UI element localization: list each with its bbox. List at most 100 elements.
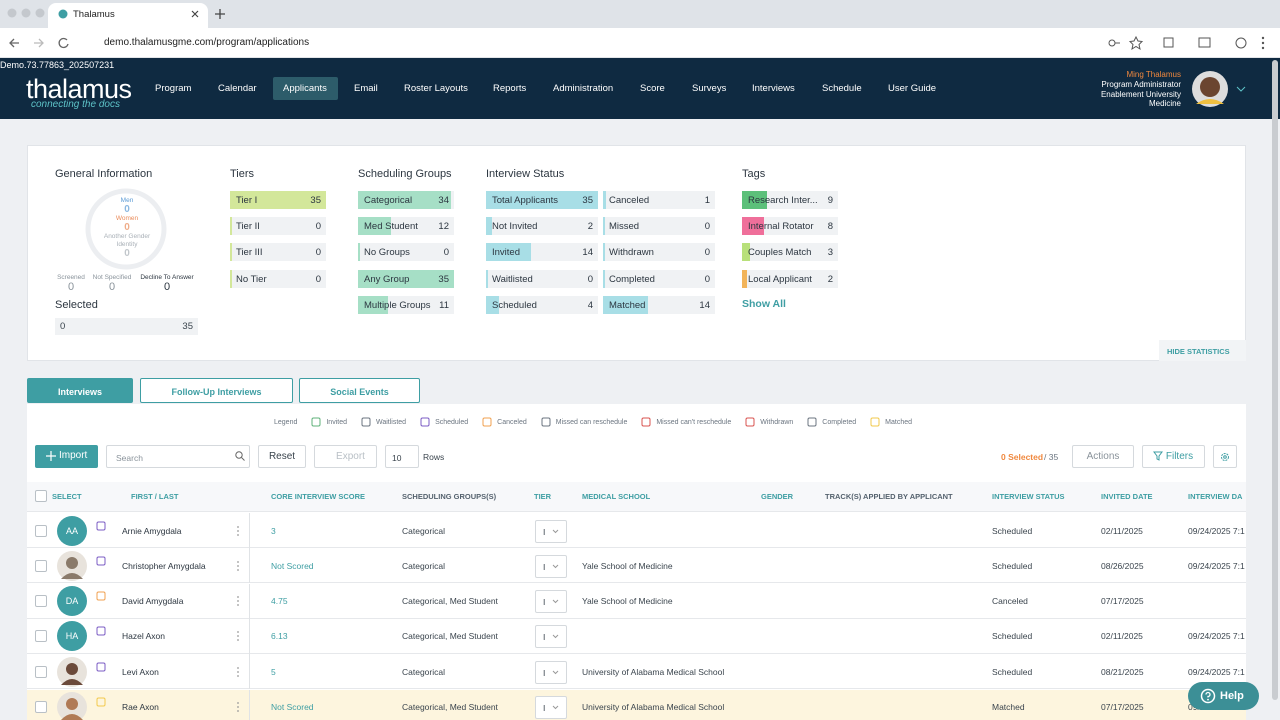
nav-buttons[interactable] [8, 36, 72, 50]
stat-label[interactable]: Tier I [236, 195, 258, 206]
column-header[interactable]: MEDICAL SCHOOL [582, 492, 651, 501]
filters-button[interactable]: Filters [1142, 445, 1205, 468]
applicant-name[interactable]: Levi Axon [122, 666, 159, 677]
stat-label[interactable]: Total Applicants [492, 195, 559, 206]
nav-item[interactable]: Surveys [692, 83, 727, 94]
score[interactable]: 3 [271, 525, 276, 536]
actions-button[interactable]: Actions [1072, 445, 1134, 468]
url[interactable]: demo.thalamusgme.com/program/application… [104, 37, 310, 48]
nav-item[interactable]: Score [640, 83, 665, 94]
stat-label[interactable]: Matched [609, 299, 646, 311]
row-checkbox[interactable] [35, 630, 47, 643]
logo[interactable]: thalamus [26, 74, 132, 104]
column-header[interactable]: INTERVIEW STATUS [992, 492, 1065, 501]
row-checkbox[interactable] [35, 701, 47, 713]
tier-select[interactable]: I [535, 660, 567, 684]
show-all-link[interactable]: Show All [742, 298, 786, 310]
score[interactable]: Not Scored [271, 702, 314, 712]
score[interactable]: 4.75 [271, 596, 288, 607]
scrollbar[interactable] [1272, 60, 1278, 700]
header-checkbox[interactable] [35, 490, 47, 502]
stat-label[interactable]: Couples Match [748, 247, 812, 259]
column-header[interactable]: FIRST / LAST [131, 492, 179, 501]
nav-item[interactable]: User Guide [888, 83, 937, 94]
row-checkbox[interactable] [35, 524, 47, 537]
nav-item[interactable]: Program [155, 83, 192, 94]
stat-row-bg [603, 269, 715, 288]
column-header[interactable]: SELECT [52, 492, 82, 501]
stat-label[interactable]: Withdrawn [609, 247, 654, 259]
nav-item[interactable]: Reports [493, 83, 527, 94]
stat-label[interactable]: Research Inter... [748, 195, 818, 206]
column-header[interactable]: INVITED DATE [1101, 492, 1153, 501]
user-avatar[interactable] [1191, 70, 1231, 110]
stat-label[interactable]: No Groups [364, 247, 410, 259]
settings-button[interactable] [1213, 445, 1237, 468]
invited-date: 07/17/2025 [1101, 596, 1144, 607]
column-header[interactable]: TIER [534, 492, 552, 501]
tier-select[interactable]: I [535, 519, 567, 543]
nav-item[interactable]: Calendar [218, 83, 257, 94]
nav-item[interactable]: Email [354, 83, 378, 94]
stat-label[interactable]: Not Invited [492, 221, 538, 233]
column-header[interactable]: GENDER [761, 492, 794, 501]
tab[interactable]: Interviews [27, 378, 133, 403]
avatar-initials: DA [57, 586, 87, 617]
new-tab[interactable] [214, 8, 226, 20]
stat-label[interactable]: Canceled [609, 195, 650, 206]
score[interactable]: 5 [271, 666, 276, 677]
nav-item[interactable]: Applicants [283, 83, 327, 94]
stat-label[interactable]: No Tier [236, 273, 267, 285]
tier-select[interactable]: I [535, 554, 567, 578]
hide-statistics-button[interactable]: HIDE STATISTICS [1159, 340, 1246, 361]
tab[interactable]: Social Events [299, 378, 420, 403]
invited-date: 08/21/2025 [1101, 666, 1144, 677]
score[interactable]: Not Scored [271, 560, 314, 571]
stat-label[interactable]: Tier II [236, 221, 260, 233]
tier-select[interactable]: I [535, 696, 567, 719]
import-button[interactable]: Import [35, 445, 98, 468]
stat-label[interactable]: Scheduled [492, 299, 537, 311]
rows-select[interactable]: 10 [385, 445, 419, 468]
reset-button[interactable]: Reset [258, 445, 306, 468]
stat-label[interactable]: Missed [609, 221, 640, 233]
row-checkbox[interactable] [35, 595, 47, 608]
stat-label[interactable]: Invited [492, 247, 520, 259]
score[interactable]: 6.13 [271, 631, 288, 642]
column-header[interactable]: SCHEDULING GROUPS(S) [402, 492, 497, 501]
nav-item[interactable]: Roster Layouts [404, 83, 468, 94]
applicant-name[interactable]: Hazel Axon [122, 631, 165, 642]
nav-item[interactable]: Administration [553, 83, 614, 94]
stat-label[interactable]: Completed [609, 273, 655, 285]
applicant-name[interactable]: Christopher Amygdala [122, 560, 206, 571]
tier-select[interactable]: I [535, 590, 567, 614]
tier-select[interactable]: I [535, 625, 567, 649]
search-input[interactable]: Search [106, 445, 250, 468]
nav-item[interactable]: Schedule [822, 83, 862, 94]
stat-label[interactable]: Tier III [236, 247, 263, 259]
column-divider [249, 654, 250, 690]
applicant-name[interactable]: David Amygdala [122, 596, 184, 607]
applicant-name[interactable]: Rae Axon [122, 702, 159, 712]
row-checkbox[interactable] [35, 665, 47, 678]
column-header[interactable]: INTERVIEW DA [1188, 492, 1243, 501]
help-button[interactable]: Help [1188, 682, 1259, 710]
browser-tab[interactable] [48, 3, 208, 28]
stat-label[interactable]: Multiple Groups [364, 299, 431, 311]
app-header [0, 58, 1280, 119]
stat-label[interactable]: Internal Rotator [748, 221, 814, 233]
stat-label[interactable]: Waitlisted [492, 273, 533, 285]
export-button[interactable]: Export [314, 445, 377, 468]
stat-label[interactable]: Med Student [364, 221, 418, 233]
tab-close[interactable] [190, 9, 200, 19]
applicant-name[interactable]: Arnie Amygdala [122, 525, 182, 536]
column-header[interactable]: TRACK(S) APPLIED BY APPLICANT [825, 492, 953, 501]
stat-label[interactable]: Any Group [364, 273, 410, 285]
nav-item[interactable]: Interviews [752, 83, 795, 94]
column-header[interactable]: CORE INTERVIEW SCORE [271, 492, 366, 501]
user-menu-chevron[interactable] [1236, 85, 1246, 93]
tab[interactable]: Follow-Up Interviews [140, 378, 293, 403]
row-checkbox[interactable] [35, 559, 47, 572]
stat-label[interactable]: Local Applicant [748, 273, 812, 285]
stat-label[interactable]: Categorical [364, 195, 413, 206]
